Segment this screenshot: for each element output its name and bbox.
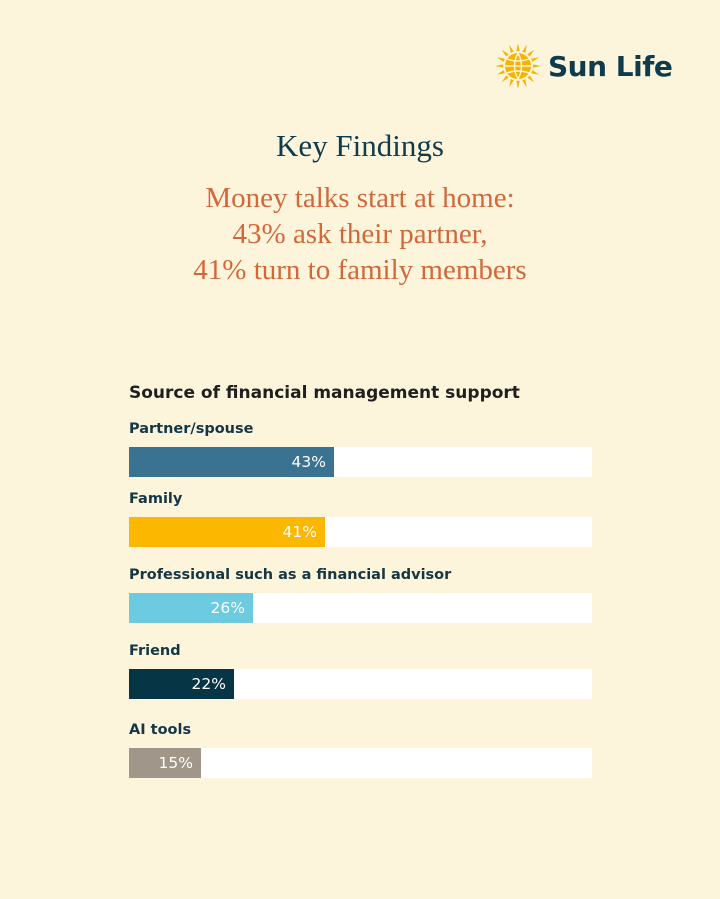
bar-track: 26% xyxy=(129,593,592,623)
bar-row-professional: Professional such as a financial advisor… xyxy=(129,567,592,623)
value-label: 41% xyxy=(282,523,317,541)
page-title: Key Findings xyxy=(276,128,444,163)
sun-life-logo: Sun Life xyxy=(494,42,673,90)
sun-ray xyxy=(527,49,535,57)
bar-family: 41% xyxy=(129,517,325,547)
value-label: 15% xyxy=(158,754,193,772)
brand-name: Sun Life xyxy=(548,49,673,83)
sun-ray xyxy=(501,49,509,57)
bar-professional: 26% xyxy=(129,593,253,623)
bar-row-family: Family 41% xyxy=(129,491,592,547)
category-label: Professional such as a financial advisor xyxy=(129,567,452,583)
value-label: 43% xyxy=(291,453,326,471)
sun-ray xyxy=(522,44,527,53)
bar-friend: 22% xyxy=(129,669,234,699)
bar-row-friend: Friend 22% xyxy=(129,643,592,699)
key-finding-subtitle: Money talks start at home: 43% ask their… xyxy=(0,180,720,288)
value-label: 26% xyxy=(210,599,245,617)
bar-track: 43% xyxy=(129,447,592,477)
category-label: Family xyxy=(129,491,183,507)
category-label: Friend xyxy=(129,643,181,659)
sun-ray xyxy=(501,75,509,83)
category-label: Partner/spouse xyxy=(129,421,254,437)
sun-ray xyxy=(522,79,527,88)
sun-ray xyxy=(509,79,514,88)
sun-ray xyxy=(531,57,540,62)
bar-ai-tools: 15% xyxy=(129,748,201,778)
sun-ray xyxy=(516,43,520,52)
subtitle-line: Money talks start at home: xyxy=(205,182,515,214)
sun-ray xyxy=(531,70,540,75)
sun-globe-icon xyxy=(495,43,541,89)
sun-ray xyxy=(496,57,505,62)
sun-ray xyxy=(532,64,541,68)
bar-track: 22% xyxy=(129,669,592,699)
sun-ray xyxy=(509,44,514,53)
bar-row-partner: Partner/spouse 43% xyxy=(129,421,592,477)
bar-track: 15% xyxy=(129,748,592,778)
bar-track: 41% xyxy=(129,517,592,547)
sun-ray xyxy=(495,64,504,68)
sun-ray xyxy=(527,75,535,83)
sun-ray xyxy=(516,80,520,89)
bar-row-ai-tools: AI tools 15% xyxy=(129,722,592,778)
category-label: AI tools xyxy=(129,722,192,738)
bar-partner: 43% xyxy=(129,447,334,477)
value-label: 22% xyxy=(191,675,226,693)
subtitle-line: 43% ask their partner, xyxy=(232,218,488,250)
subtitle-line: 41% turn to family members xyxy=(193,254,527,286)
sun-ray xyxy=(496,70,505,75)
chart-title: Source of financial management support xyxy=(129,383,520,403)
